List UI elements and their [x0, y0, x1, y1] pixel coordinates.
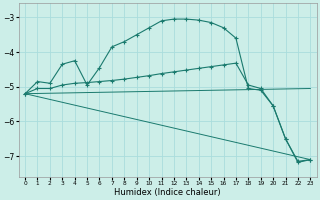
X-axis label: Humidex (Indice chaleur): Humidex (Indice chaleur) — [114, 188, 221, 197]
